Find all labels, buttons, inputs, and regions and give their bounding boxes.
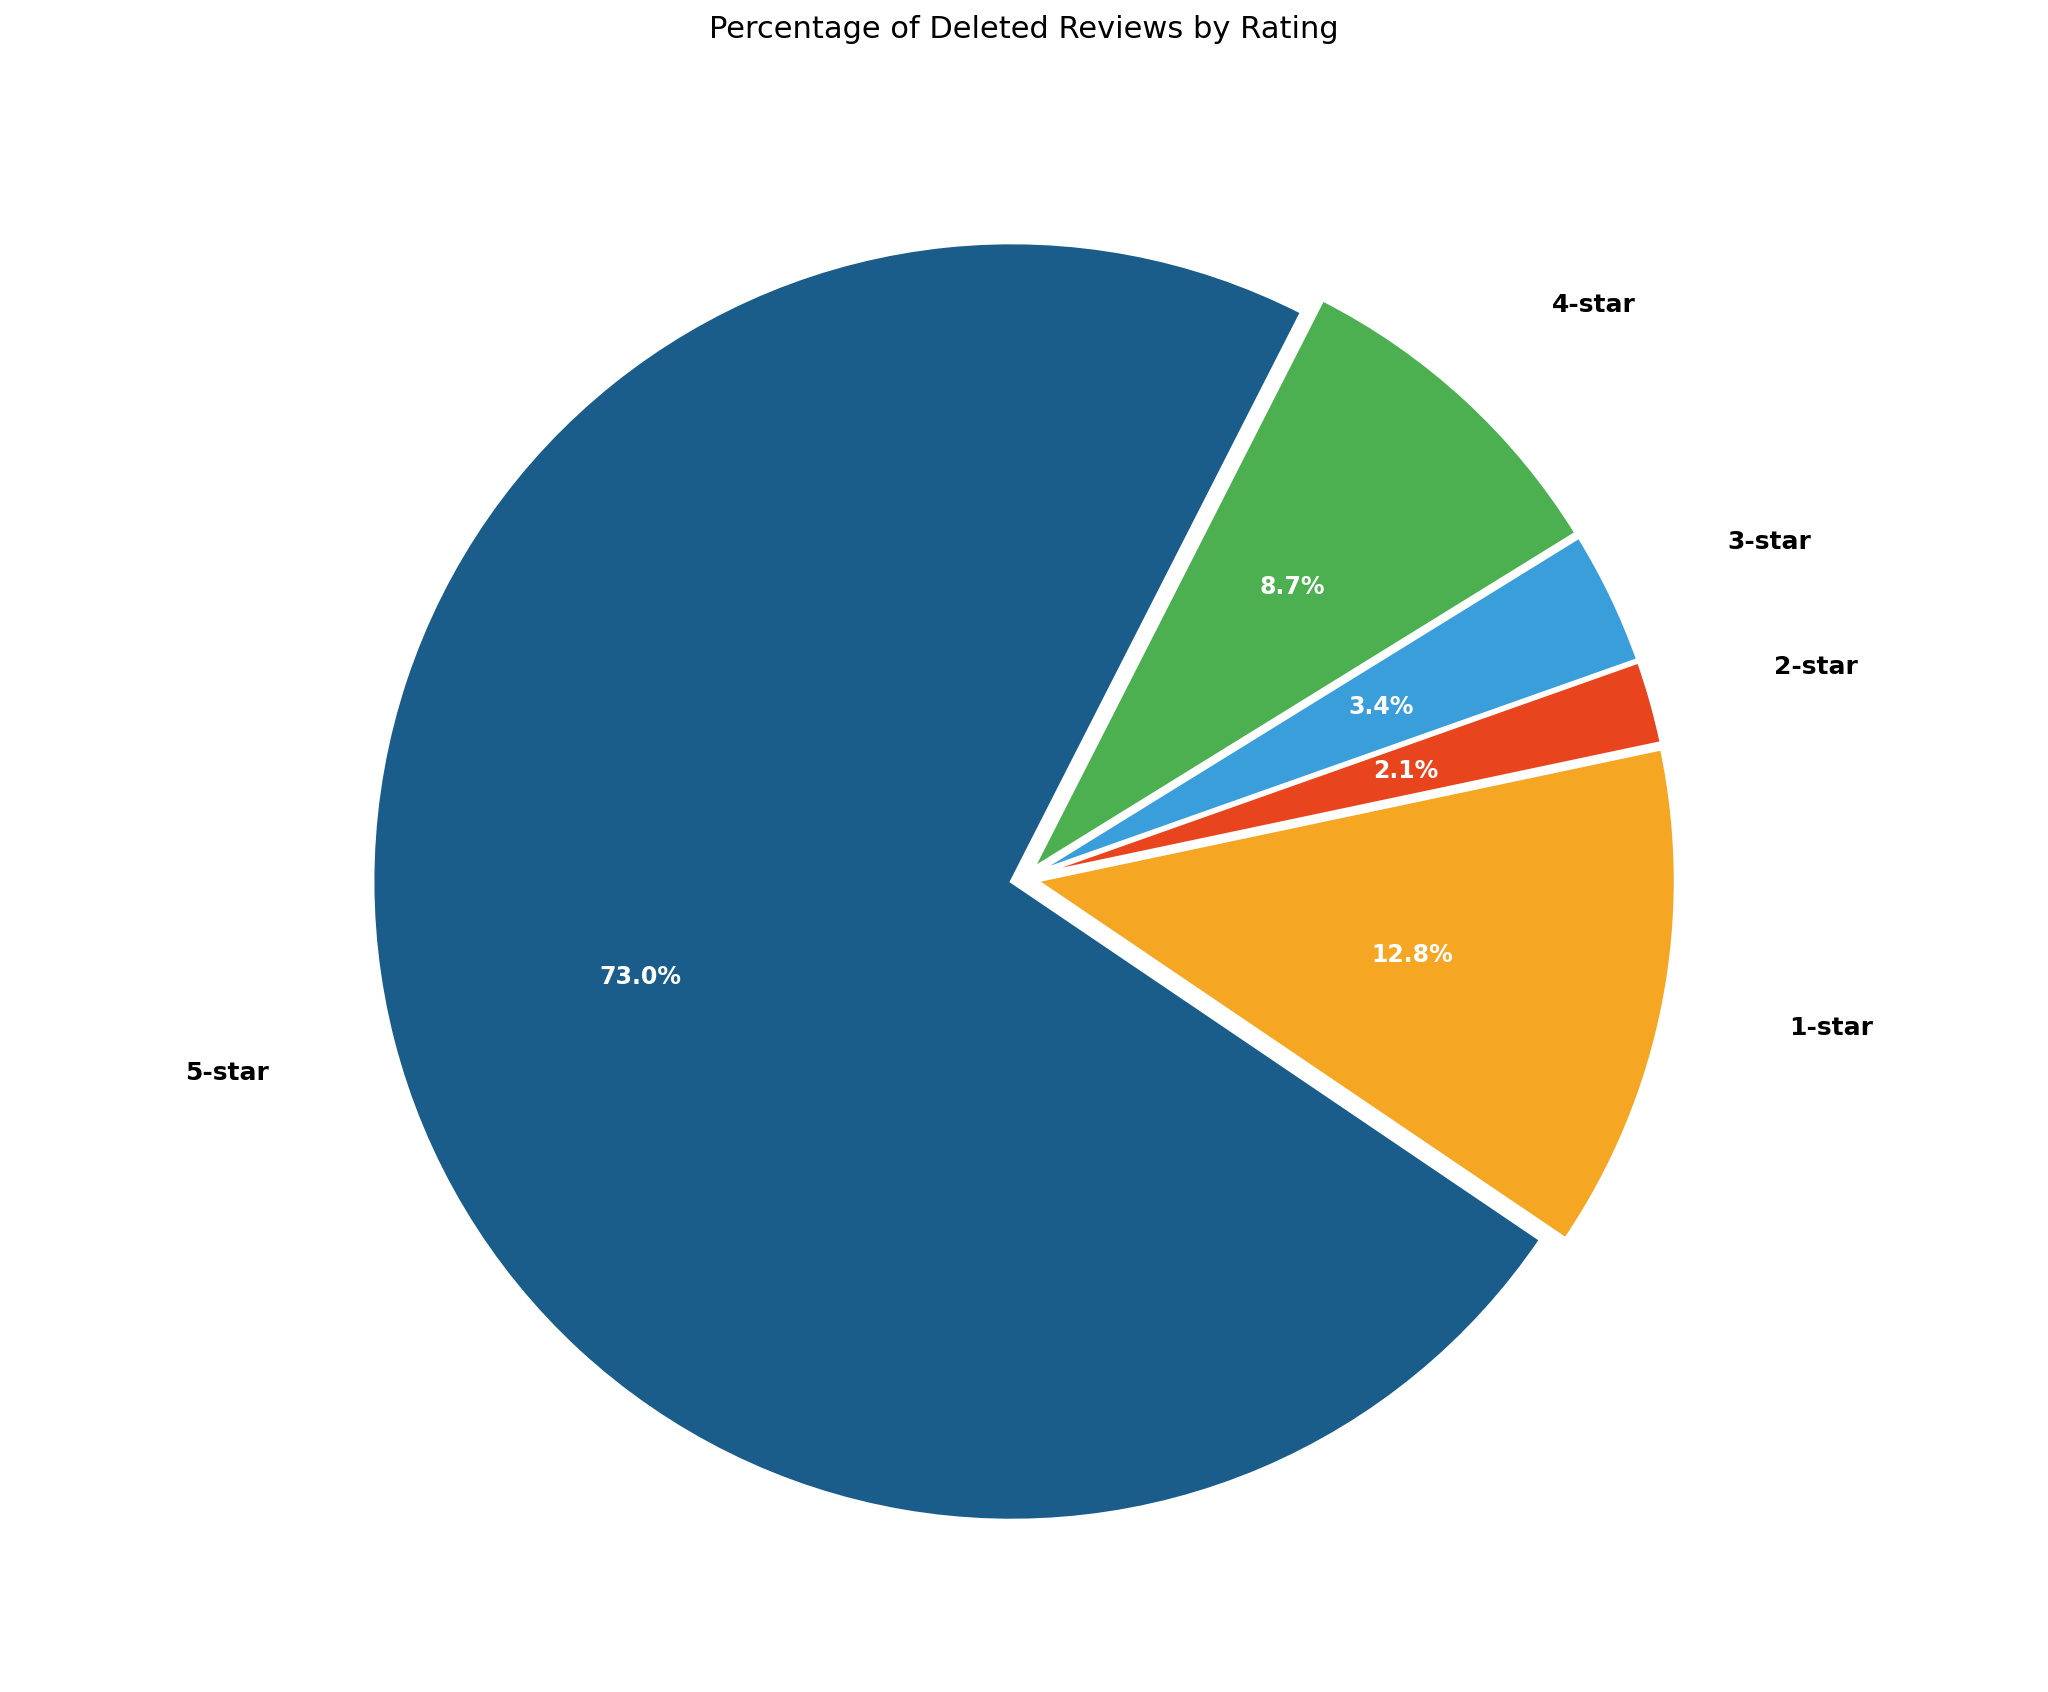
Text: 1-star: 1-star bbox=[1790, 1017, 1874, 1041]
Wedge shape bbox=[373, 242, 1540, 1521]
Text: 4-star: 4-star bbox=[1552, 293, 1636, 316]
Text: 73.0%: 73.0% bbox=[600, 964, 682, 990]
Wedge shape bbox=[1032, 299, 1577, 870]
Text: 3.4%: 3.4% bbox=[1348, 695, 1413, 719]
Text: 5-star: 5-star bbox=[184, 1061, 268, 1085]
Text: 3-star: 3-star bbox=[1726, 530, 1810, 553]
Wedge shape bbox=[1036, 662, 1661, 875]
Text: 8.7%: 8.7% bbox=[1260, 575, 1325, 599]
Wedge shape bbox=[1036, 748, 1675, 1239]
Wedge shape bbox=[1036, 536, 1638, 873]
Title: Percentage of Deleted Reviews by Rating: Percentage of Deleted Reviews by Rating bbox=[709, 15, 1339, 44]
Text: 2.1%: 2.1% bbox=[1372, 760, 1438, 783]
Text: 12.8%: 12.8% bbox=[1372, 942, 1454, 966]
Text: 2-star: 2-star bbox=[1774, 655, 1858, 678]
